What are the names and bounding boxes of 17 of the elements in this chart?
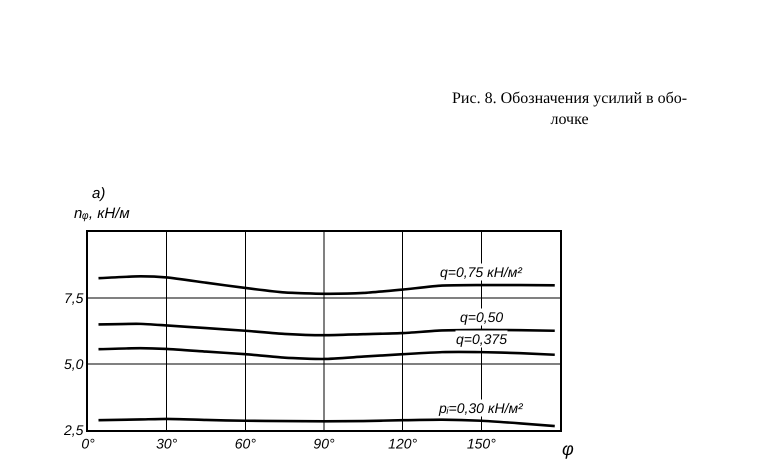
y-tick-label: 2,5 [62, 422, 84, 438]
series-label: q=0,375 [456, 331, 508, 347]
x-tick-label: 90° [313, 436, 335, 452]
x-tick-label: 60° [234, 436, 256, 452]
x-tick-label: 150° [466, 436, 496, 452]
x-tick-label: 30° [156, 436, 178, 452]
x-tick-label: 0° [81, 436, 96, 452]
series-label: q=0,75 кН/м² [440, 264, 524, 280]
series-label: q=0,50 [460, 309, 504, 325]
y-tick-label: 5,0 [64, 356, 84, 372]
y-axis-title: nᵩ, кН/м [74, 205, 130, 222]
x-tick-label: 120° [388, 436, 418, 452]
text: а) [92, 185, 106, 202]
series-label: pᵢ=0,30 кН/м² [438, 400, 524, 416]
text: Рис. 8. Обозначения усилий в обо- лочке [452, 90, 688, 128]
y-tick-label: 7,5 [64, 290, 84, 306]
x-axis-title: φ [562, 439, 574, 459]
